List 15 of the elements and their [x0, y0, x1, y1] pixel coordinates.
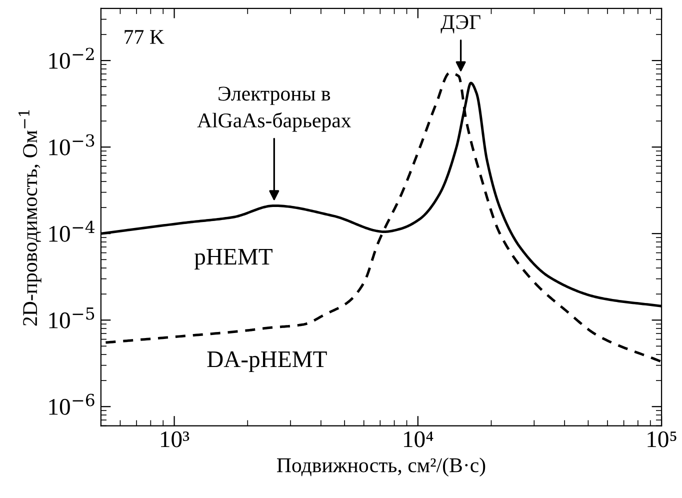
x-tick-label: 10⁵	[648, 431, 676, 448]
y-tick-label: 10$^{−4}$	[49, 220, 95, 242]
x-tick-label: 10⁴	[404, 431, 434, 448]
annotation: 77 K	[124, 30, 164, 44]
y-tick-label: 10$^{−3}$	[49, 134, 94, 156]
series-label: pHEMT	[194, 248, 272, 270]
annotation: ДЭГ	[440, 15, 480, 34]
y-tick-label: 10$^{−6}$	[49, 394, 94, 415]
y-axis-title: 2D-проводимость, Ом$^{−1}$	[18, 110, 42, 326]
x-axis-title: Подвижность, см²/(В·с)	[277, 458, 486, 477]
y-tick-label: 10$^{−2}$	[49, 48, 94, 69]
y-tick-label: 10$^{−5}$	[49, 308, 94, 328]
annotation: Электроны в AlGaAs-барьерах	[197, 86, 352, 132]
series-label: DA-pHEMT	[207, 351, 327, 372]
x-tick-label: 10³	[161, 431, 190, 448]
